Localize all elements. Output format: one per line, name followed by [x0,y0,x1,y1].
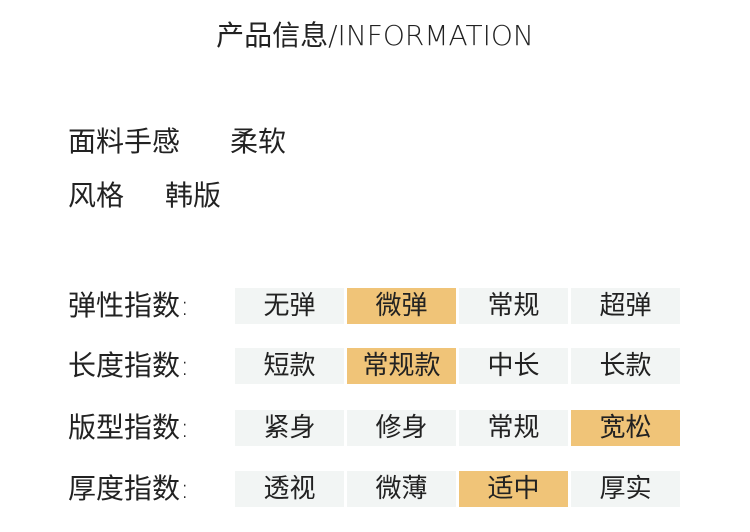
attribute-label: 面料手感 [68,125,181,158]
attribute-fabric: 面料手感 柔软 [68,124,468,160]
index-option: 中长 [459,348,568,384]
index-option: 常规款 [347,348,456,384]
index-option: 微薄 [347,471,456,507]
index-option: 透视 [235,471,344,507]
index-label: 厚度指数: [68,472,190,505]
index-option: 常规 [459,288,568,324]
attribute-value: 柔软 [230,125,287,158]
index-option: 常规 [459,410,568,446]
index-option: 紧身 [235,410,344,446]
index-label: 版型指数: [68,411,190,444]
index-option: 短款 [235,348,344,384]
index-option: 适中 [459,471,568,507]
index-row-thickness: 厚度指数: 透视 微薄 适中 厚实 [68,471,688,507]
index-label: 弹性指数: [68,289,190,322]
index-option: 长款 [571,348,680,384]
index-option: 无弹 [235,288,344,324]
index-label: 长度指数: [68,349,190,382]
index-row-fit: 版型指数: 紧身 修身 常规 宽松 [68,410,688,446]
index-row-length: 长度指数: 短款 常规款 中长 长款 [68,348,688,384]
attribute-label: 风格 [68,179,125,212]
attribute-value: 韩版 [165,179,222,212]
attribute-style: 风格 韩版 [68,178,468,214]
index-option: 超弹 [571,288,680,324]
page-title: 产品信息/INFORMATION [216,19,534,52]
index-option: 修身 [347,410,456,446]
index-option: 微弹 [347,288,456,324]
index-option: 宽松 [571,410,680,446]
index-row-elasticity: 弹性指数: 无弹 微弹 常规 超弹 [68,288,688,324]
index-option: 厚实 [571,471,680,507]
